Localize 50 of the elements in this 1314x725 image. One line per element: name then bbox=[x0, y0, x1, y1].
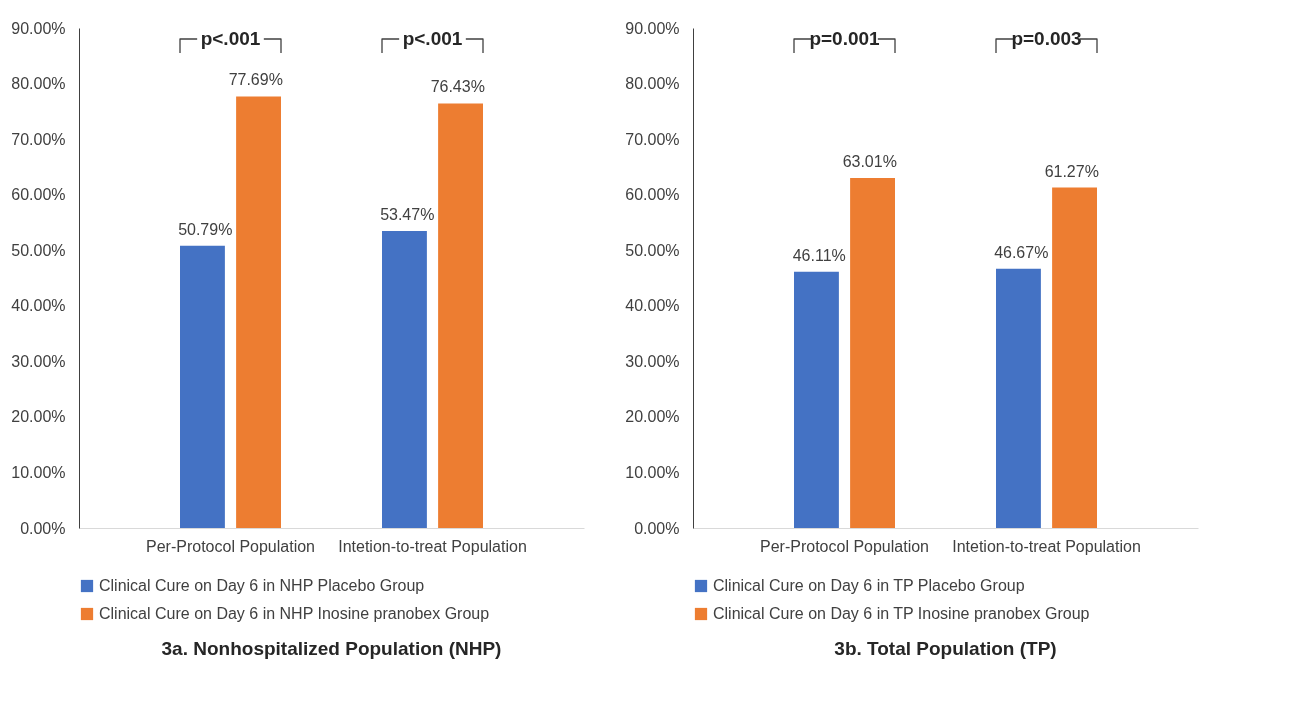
y-tick-label: 40.00% bbox=[625, 297, 680, 315]
bar bbox=[180, 245, 225, 528]
y-tick-label: 80.00% bbox=[625, 75, 680, 93]
y-tick-label: 70.00% bbox=[11, 130, 66, 148]
data-label: 61.27% bbox=[1044, 162, 1099, 180]
legend-label: Clinical Cure on Day 6 in TP Inosine pranobex Group bbox=[713, 605, 1090, 622]
y-tick-label: 30.00% bbox=[11, 352, 66, 370]
y-tick-label: 10.00% bbox=[11, 463, 66, 481]
y-tick-label: 50.00% bbox=[11, 241, 66, 259]
legend-label: Clinical Cure on Day 6 in TP Placebo Group bbox=[713, 577, 1025, 594]
x-tick-label: Per-Protocol Population bbox=[760, 537, 929, 555]
text: 3a. Nonhospitalized Population (NHP) bbox=[161, 638, 502, 659]
y-tick-label: 40.00% bbox=[11, 297, 66, 315]
y-tick-label: 30.00% bbox=[625, 352, 680, 370]
data-label: 46.11% bbox=[792, 246, 846, 264]
legend-label: Clinical Cure on Day 6 in NHP Placebo Group bbox=[99, 577, 425, 594]
y-tick-label: 0.00% bbox=[634, 519, 680, 537]
data-label: 53.47% bbox=[380, 205, 435, 223]
bar bbox=[236, 96, 281, 528]
bar bbox=[1052, 187, 1097, 528]
annotation: p=0.001 bbox=[809, 28, 881, 49]
data-label: 77.69% bbox=[228, 71, 283, 89]
x-tick-label: Intetion-to-treat Population bbox=[952, 537, 1141, 555]
data-label: 50.79% bbox=[178, 220, 233, 238]
data-label: 46.67% bbox=[994, 243, 1049, 261]
annotation: p<.001 bbox=[402, 28, 463, 49]
bar bbox=[438, 103, 483, 528]
y-tick-label: 60.00% bbox=[11, 186, 66, 204]
y-tick-label: 50.00% bbox=[625, 241, 680, 259]
bar bbox=[850, 177, 895, 528]
y-tick-label: 80.00% bbox=[11, 75, 66, 93]
text: 3b. Total Population (TP) bbox=[834, 638, 1057, 659]
bar bbox=[794, 271, 839, 528]
x-tick-label: Intetion-to-treat Population bbox=[338, 537, 527, 555]
y-tick-label: 90.00% bbox=[11, 19, 66, 37]
y-tick-label: 90.00% bbox=[625, 19, 680, 37]
y-tick-label: 60.00% bbox=[625, 186, 680, 204]
bar bbox=[996, 268, 1041, 528]
bar bbox=[382, 230, 427, 528]
legend-label: Clinical Cure on Day 6 in NHP Inosine pranobex Group bbox=[99, 605, 490, 622]
y-tick-label: 70.00% bbox=[625, 130, 680, 148]
x-tick-label: Per-Protocol Population bbox=[146, 537, 315, 555]
y-tick-label: 0.00% bbox=[20, 519, 66, 537]
data-label: 76.43% bbox=[430, 78, 485, 96]
annotation: p<.001 bbox=[200, 28, 261, 49]
y-tick-label: 10.00% bbox=[625, 463, 680, 481]
data-label: 63.01% bbox=[842, 152, 897, 170]
y-tick-label: 20.00% bbox=[11, 408, 66, 426]
annotation: p=0.003 bbox=[1011, 28, 1082, 49]
y-tick-label: 20.00% bbox=[625, 408, 680, 426]
